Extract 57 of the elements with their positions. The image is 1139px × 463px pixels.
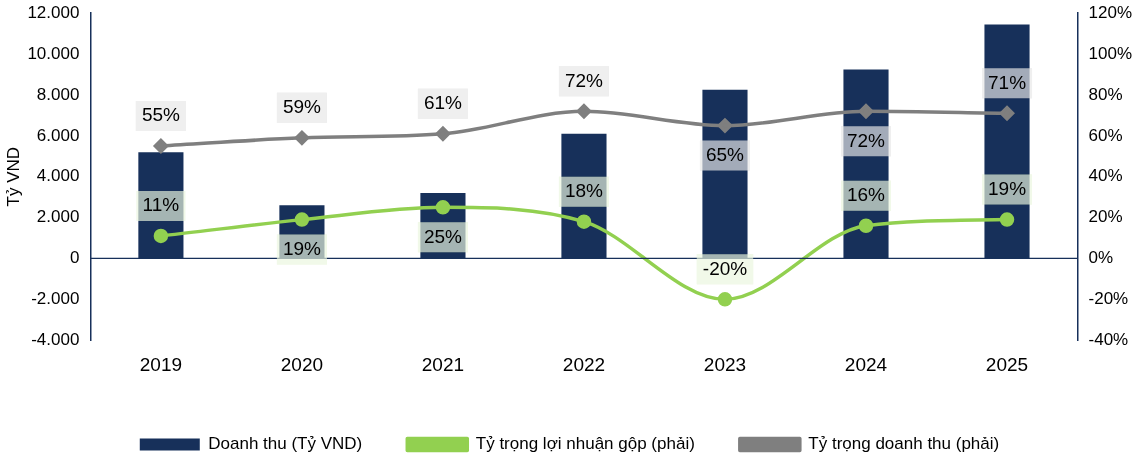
x-tick-label: 2024 [844, 353, 888, 375]
point [294, 130, 310, 146]
y2-tick-label: 40% [1088, 166, 1123, 186]
data-label: 59% [282, 96, 322, 118]
x-tick-label: 2020 [280, 353, 324, 375]
x-tick-label: 2021 [421, 353, 465, 375]
y2-tick-label: 20% [1088, 207, 1123, 227]
data-label: 18% [564, 179, 604, 201]
y-tick-label: 8.000 [36, 84, 80, 104]
data-label: 72% [846, 129, 886, 151]
y2-tick-label: -20% [1088, 289, 1129, 309]
point [435, 126, 451, 142]
y2-tick-label: 80% [1088, 84, 1123, 104]
data-label: -20% [702, 257, 748, 279]
y2-tick-label: 0% [1088, 248, 1114, 268]
y-tick-label: 6.000 [36, 125, 80, 145]
point [576, 214, 592, 229]
x-tick-label: 2025 [985, 353, 1029, 375]
y2-tick-label: 60% [1088, 125, 1123, 145]
x-tick-label: 2023 [703, 353, 747, 375]
data-label: 19% [282, 237, 322, 259]
data-label: 16% [846, 183, 886, 205]
data-label: 71% [988, 71, 1027, 93]
point [717, 292, 733, 307]
y-tick-label: 10.000 [27, 43, 80, 63]
data-label: 19% [988, 177, 1027, 199]
point [153, 228, 169, 244]
point [294, 212, 310, 227]
data-label: 11% [142, 194, 180, 216]
point [717, 118, 733, 133]
y-tick-label: 2.000 [36, 207, 80, 227]
data-label: 65% [705, 143, 745, 165]
legend-label: Tỷ trọng doanh thu (phải) [808, 434, 1000, 454]
data-label: 25% [423, 225, 463, 247]
y-tick-label: 12.000 [27, 2, 80, 22]
data-label: 61% [423, 92, 463, 114]
x-tick-label: 2022 [562, 353, 606, 375]
data-label: 55% [141, 104, 181, 126]
y-axis-title: Tỷ VND [3, 146, 23, 207]
point [435, 200, 451, 215]
x-tick-label: 2019 [139, 353, 183, 375]
point [153, 138, 169, 154]
y-tick-label: -4.000 [31, 329, 80, 349]
y-tick-label: 4.000 [36, 166, 80, 186]
point [999, 106, 1015, 121]
point [858, 104, 874, 119]
legend-label: Tỷ trọng lợi nhuận gộp (phải) [475, 434, 695, 454]
point [576, 104, 592, 119]
y2-tick-label: -40% [1088, 329, 1129, 349]
point [999, 212, 1015, 227]
data-label: 72% [564, 69, 604, 91]
point [858, 218, 874, 233]
y2-tick-label: 120% [1088, 2, 1132, 22]
y2-tick-label: 100% [1088, 43, 1132, 63]
legend-label: Doanh thu (Tỷ VND) [208, 434, 363, 454]
y-tick-label: -2.000 [31, 289, 80, 309]
y-tick-label: 0 [69, 248, 80, 268]
